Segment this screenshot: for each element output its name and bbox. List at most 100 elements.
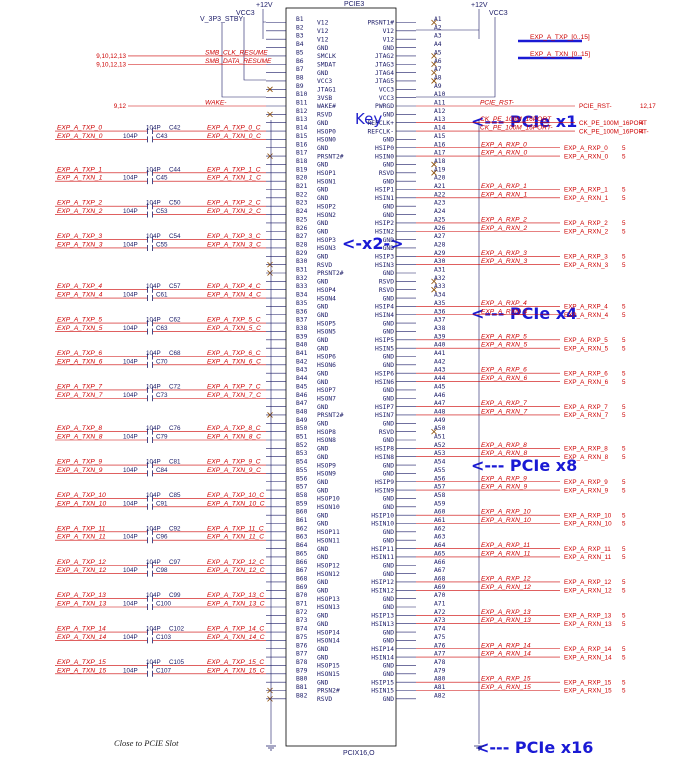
ref-exp_a_rxn_15: 5 <box>622 688 626 695</box>
pin-name-b30: RSVD <box>317 262 332 269</box>
cap-ref-c105: C105 <box>169 659 185 666</box>
pin-name-b23: HSOP2 <box>317 203 336 210</box>
net-exp_a_txp_14: EXP_A_TXP_14 <box>57 626 106 633</box>
net-exp_a_txn_4_c: EXP_A_TXN_4_C <box>207 292 261 299</box>
pin-number-b40: B40 <box>296 342 308 349</box>
pin-number-a12: A12 <box>434 108 446 115</box>
net-exp_a_rxp_6: EXP_A_RXP_6 <box>481 367 527 374</box>
pin-name-a7: JTAG4 <box>375 70 394 77</box>
cap-value-c98: 104P <box>123 567 138 574</box>
pin-name-b58: HSOP10 <box>317 496 340 503</box>
ref-ck_pe_100m_16port-: 4 <box>640 128 644 135</box>
pin-name-b11: WAKE# <box>317 103 336 110</box>
pin-name-b60: GND <box>317 512 329 519</box>
pin-name-b44: GND <box>317 379 329 386</box>
pin-name-a18: GND <box>383 162 395 169</box>
cap-value-c54: 104P <box>146 233 161 240</box>
net-exp_a_txn_9: EXP_A_TXN_9 <box>57 467 103 474</box>
capacitor-c107 <box>147 670 153 677</box>
pin-name-a57: HSIN9 <box>375 487 394 494</box>
annotation-pcie-x8: <--- PCIe x8 <box>471 456 577 475</box>
pin-name-a70: GND <box>383 596 395 603</box>
capacitor-c99 <box>147 595 153 602</box>
pin-name-a72: HSIP13 <box>371 613 394 620</box>
pin-number-a55: A55 <box>434 467 446 474</box>
pin-name-b56: GND <box>317 479 329 486</box>
ref-exp_a_rxn_2: 5 <box>622 228 626 235</box>
pin-name-b2: V12 <box>317 28 329 35</box>
label-exp_a_rxn_12: EXP_A_RXN_12 <box>564 588 612 595</box>
pin-name-b45: HSOP7 <box>317 387 336 394</box>
cap-value-c79: 104P <box>123 434 138 441</box>
net-exp_a_txp_9: EXP_A_TXP_9 <box>57 459 102 466</box>
pin-name-a71: GND <box>383 604 395 611</box>
cap-ref-c76: C76 <box>169 425 181 432</box>
pin-number-a67: A67 <box>434 567 446 574</box>
pin-name-a2: V12 <box>383 28 395 35</box>
capacitor-c45 <box>147 178 153 185</box>
net-exp_a_txp_1: EXP_A_TXP_1 <box>57 166 102 173</box>
pin-name-a17: HSIN0 <box>375 153 394 160</box>
pin-name-b74: HSOP14 <box>317 629 340 636</box>
capacitor-c42 <box>147 128 153 135</box>
net-exp_a_txn_6: EXP_A_TXN_6 <box>57 358 103 365</box>
pin-number-a78: A78 <box>434 659 446 666</box>
pin-name-b61: GND <box>317 521 329 528</box>
pin-name-b76: GND <box>317 646 329 653</box>
pin-name-a28: GND <box>383 245 395 252</box>
net-exp_a_txp_5_c: EXP_A_TXP_5_C <box>207 317 261 324</box>
label-exp_a_rxp_1: EXP_A_RXP_1 <box>564 187 608 194</box>
pin-name-b33: HSOP4 <box>317 287 336 294</box>
net-exp_a_txp_8: EXP_A_TXP_8 <box>57 425 102 432</box>
pin-name-b34: HSON4 <box>317 295 336 302</box>
pin-number-a7: A7 <box>434 66 442 73</box>
net-exp_a_rxp_0: EXP_A_RXP_0 <box>481 141 527 148</box>
pin-number-b65: B65 <box>296 550 308 557</box>
cap-ref-c45: C45 <box>156 175 168 182</box>
pin-name-b16: GND <box>317 145 329 152</box>
capacitor-c43 <box>147 136 153 143</box>
net-exp_a_rxn_15: EXP_A_RXN_15 <box>481 684 531 691</box>
pin-name-a37: GND <box>383 320 395 327</box>
pin-name-b17: PRSNT2# <box>317 153 344 160</box>
pin-number-b57: B57 <box>296 484 308 491</box>
cap-ref-c54: C54 <box>169 233 181 240</box>
label-ck_pe_100m_16port-: CK_PE_100M_16PORT- <box>579 128 649 135</box>
cap-ref-c73: C73 <box>156 392 168 399</box>
pin-number-b9: B9 <box>296 83 304 90</box>
wire-12v-left <box>262 9 266 39</box>
pin-name-a50: RSVD <box>379 429 394 436</box>
net-exp_a_txn_15_c: EXP_A_TXN_15_C <box>207 667 265 674</box>
cap-ref-c57: C57 <box>169 283 181 290</box>
pin-number-a38: A38 <box>434 325 446 332</box>
net-pcie_rst-: PCIE_RST- <box>480 100 515 107</box>
pin-number-b29: B29 <box>296 250 308 257</box>
net-smb_data_resume: SMB_DATA_RESUME <box>205 58 272 65</box>
cap-ref-c85: C85 <box>169 492 181 499</box>
ref-exp_a_rxn_3: 5 <box>622 262 626 269</box>
pin-name-b49: GND <box>317 421 329 428</box>
pin-name-a56: HSIP9 <box>375 479 394 486</box>
cap-value-c70: 104P <box>123 358 138 365</box>
power-12v-right: +12V <box>471 2 488 9</box>
capacitor-c44 <box>147 169 153 176</box>
cap-ref-c55: C55 <box>156 241 168 248</box>
pin-name-a47: HSIP7 <box>375 404 394 411</box>
net-exp_a_rxn_7: EXP_A_RXN_7 <box>481 408 528 415</box>
pin-number-b79: B79 <box>296 667 308 674</box>
cap-ref-c63: C63 <box>156 325 168 332</box>
ref-exp_a_rxn_11: 5 <box>622 554 626 561</box>
pin-name-a69: HSIN12 <box>371 588 394 595</box>
pin-name-b5: SMCLK <box>317 53 336 60</box>
capacitor-c50 <box>147 203 153 210</box>
net-exp_a_rxn_8: EXP_A_RXN_8 <box>481 450 528 457</box>
pin-number-b32: B32 <box>296 275 308 282</box>
label-exp_a_rxn_5: EXP_A_RXN_5 <box>564 345 609 352</box>
ref-exp_a_rxp_4: 5 <box>622 304 626 311</box>
pin-name-b25: GND <box>317 220 329 227</box>
pin-name-a46: GND <box>383 395 395 402</box>
pin-name-a44: HSIN6 <box>375 379 394 386</box>
annotation-pcie-x1: <--- PCIe x1 <box>471 112 577 131</box>
pin-number-a4: A4 <box>434 41 442 48</box>
pin-name-b28: HSON3 <box>317 245 336 252</box>
